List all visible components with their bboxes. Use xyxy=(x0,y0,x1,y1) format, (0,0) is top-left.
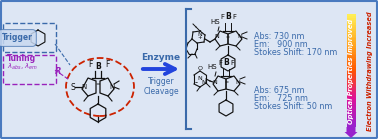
Bar xyxy=(347,78,355,80)
Bar xyxy=(347,89,355,91)
Text: Trigger
Cleavage: Trigger Cleavage xyxy=(143,77,179,96)
Text: +: + xyxy=(198,35,202,40)
Text: Enzyme: Enzyme xyxy=(141,53,181,62)
Bar xyxy=(347,31,355,33)
Bar xyxy=(347,39,355,40)
FancyArrow shape xyxy=(344,127,358,138)
Bar xyxy=(347,23,355,25)
Text: F: F xyxy=(105,60,109,69)
Bar xyxy=(347,86,355,87)
Bar xyxy=(347,101,355,103)
Text: F: F xyxy=(88,60,92,69)
Bar xyxy=(347,20,355,22)
Bar xyxy=(347,25,355,27)
Text: -: - xyxy=(199,27,201,33)
Bar xyxy=(347,27,355,29)
Bar xyxy=(347,110,355,112)
Text: HS: HS xyxy=(210,19,220,25)
Bar xyxy=(347,87,355,89)
Text: B: B xyxy=(223,58,229,67)
Bar xyxy=(347,18,355,20)
Bar xyxy=(347,61,355,63)
Text: Electron Withdrawing Increased: Electron Withdrawing Increased xyxy=(367,11,373,131)
Bar xyxy=(347,63,355,65)
Bar xyxy=(347,29,355,31)
Text: N: N xyxy=(198,33,202,38)
Bar xyxy=(347,69,355,70)
Bar xyxy=(347,52,355,54)
Bar xyxy=(347,108,355,110)
Bar xyxy=(347,82,355,84)
Bar xyxy=(347,125,355,127)
Bar xyxy=(347,91,355,93)
Text: N: N xyxy=(81,84,87,90)
Bar xyxy=(347,40,355,42)
Text: Stokes Shift: 170 nm: Stokes Shift: 170 nm xyxy=(254,48,338,57)
Bar xyxy=(347,22,355,23)
Text: Em:   725 nm: Em: 725 nm xyxy=(254,94,308,103)
Text: N: N xyxy=(201,80,206,85)
Bar xyxy=(347,16,355,18)
Text: =: = xyxy=(225,80,229,85)
Bar xyxy=(347,97,355,99)
Text: F: F xyxy=(220,14,224,20)
Bar xyxy=(347,114,355,116)
Text: Abs: 730 nm: Abs: 730 nm xyxy=(254,32,305,41)
Text: Em:   900 nm: Em: 900 nm xyxy=(254,40,308,49)
Text: B: B xyxy=(95,62,101,71)
Bar xyxy=(347,95,355,97)
Bar xyxy=(347,106,355,108)
Text: F: F xyxy=(218,60,222,66)
Bar xyxy=(347,70,355,72)
Text: N: N xyxy=(198,76,202,81)
Text: =: = xyxy=(226,35,230,40)
Text: N: N xyxy=(235,80,240,85)
Text: Trigger: Trigger xyxy=(2,33,33,43)
Text: N: N xyxy=(238,34,242,39)
Text: Stokes Shift: 50 nm: Stokes Shift: 50 nm xyxy=(254,102,332,111)
Text: F: F xyxy=(230,60,234,66)
Text: Optical Properties Improved: Optical Properties Improved xyxy=(348,18,354,124)
Bar xyxy=(347,121,355,123)
Text: N: N xyxy=(215,34,219,39)
Bar xyxy=(347,44,355,46)
Text: Tuning: Tuning xyxy=(7,54,36,63)
Bar xyxy=(347,55,355,57)
Bar xyxy=(347,116,355,118)
Bar xyxy=(347,84,355,86)
Bar xyxy=(347,54,355,55)
Text: B: B xyxy=(225,12,231,21)
Bar xyxy=(347,123,355,125)
Bar xyxy=(347,35,355,37)
Bar xyxy=(347,112,355,114)
Bar xyxy=(347,48,355,50)
Bar xyxy=(347,67,355,69)
Bar xyxy=(347,42,355,44)
Text: F: F xyxy=(232,14,236,20)
Bar xyxy=(347,46,355,48)
Bar xyxy=(347,50,355,52)
Bar xyxy=(347,104,355,106)
Bar xyxy=(347,93,355,95)
Text: -: - xyxy=(195,79,197,87)
Bar xyxy=(347,80,355,82)
Bar xyxy=(347,59,355,61)
Bar xyxy=(347,99,355,101)
Text: N: N xyxy=(212,80,217,85)
Bar xyxy=(347,74,355,76)
Text: S: S xyxy=(71,83,75,91)
Text: O: O xyxy=(197,66,203,71)
Bar xyxy=(347,14,355,16)
Bar xyxy=(347,57,355,59)
Bar xyxy=(347,33,355,35)
Bar xyxy=(347,65,355,67)
Bar xyxy=(347,76,355,78)
Text: R: R xyxy=(55,67,61,76)
Text: HS: HS xyxy=(207,64,217,70)
Text: N: N xyxy=(109,84,115,90)
Bar xyxy=(347,72,355,74)
Bar xyxy=(347,119,355,121)
Text: =: = xyxy=(96,83,100,87)
Text: $\lambda_{abs}$, $\lambda_{em}$: $\lambda_{abs}$, $\lambda_{em}$ xyxy=(7,62,38,72)
